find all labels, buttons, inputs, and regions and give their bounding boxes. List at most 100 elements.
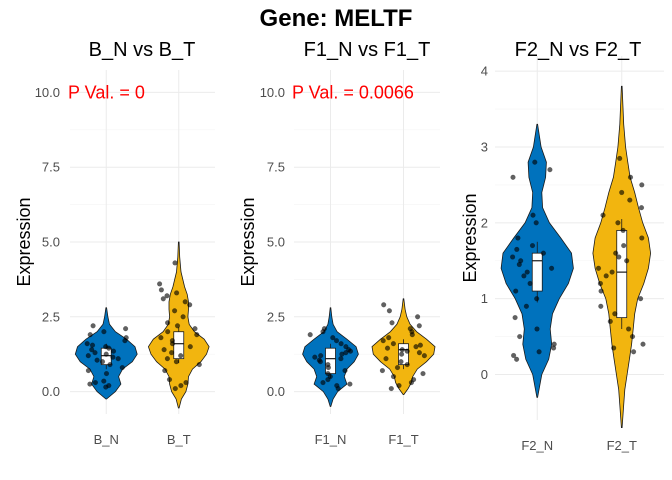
data-point [89,347,95,353]
box-iqr [531,252,543,292]
data-point [510,352,517,359]
data-point [607,318,613,325]
data-point [420,371,426,377]
y-tick-label: 7.5 [42,160,60,175]
y-tick-label: 10.0 [35,85,60,100]
data-point [85,368,92,374]
data-point [609,269,615,275]
data-point [390,374,397,380]
data-point [540,250,547,256]
data-point [533,220,539,226]
data-point [627,174,634,180]
data-point [548,265,555,271]
data-point [160,296,166,302]
data-point [629,334,636,340]
y-tick-label: 0 [481,367,488,382]
y-tick-label: 3 [481,140,488,155]
violin-F2_T [592,85,652,428]
data-point [178,353,184,359]
data-point [536,349,542,355]
data-point [321,326,328,332]
data-point [90,323,96,329]
data-point [165,320,171,326]
data-point [161,347,167,353]
data-point [101,378,107,384]
data-point [530,212,536,218]
panel-title: F1_N vs F1_T [304,39,431,61]
data-point [379,368,386,374]
data-point [386,335,392,341]
data-point [92,380,99,386]
data-point [330,335,336,341]
x-tick-label: B_N [94,432,119,447]
data-point [342,368,348,374]
data-point [404,362,410,368]
data-point [394,365,401,371]
violin-F2_N [500,123,574,398]
data-point [416,323,422,329]
data-point [521,273,527,279]
data-point [597,280,604,287]
data-point [325,371,331,377]
data-point [107,362,113,368]
data-point [510,174,516,180]
data-point [110,348,117,354]
y-tick-label: 2 [481,215,488,230]
data-point [620,227,626,234]
data-point [312,354,318,360]
data-point [389,320,395,326]
p-value-annotation: P Val. = 0.0066 [292,82,414,102]
data-point [411,377,417,383]
data-point [173,359,180,365]
data-point [89,342,96,348]
data-point [99,359,106,365]
data-point [640,341,646,347]
panel-1: 0.0 2.5 5.0 7.5 10.0 B_N vs B_T Expression P Va… [14,39,215,447]
data-point [514,246,520,253]
data-point [396,383,402,389]
data-point [158,335,164,341]
y-tick-label: 2.5 [42,309,60,324]
data-point [523,303,530,309]
data-point [617,155,623,162]
data-point [639,235,645,241]
data-point [174,323,181,329]
data-point [338,341,344,347]
data-point [417,342,424,348]
panel-title: F2_N vs F2_T [515,39,642,61]
data-point [187,302,193,308]
data-point [318,353,324,359]
y-tick-label: 1 [481,291,488,306]
data-point [598,288,604,294]
data-point [616,254,622,260]
y-tick-label: 4 [481,64,488,79]
data-point [384,345,391,351]
data-point [517,334,523,340]
data-point [415,314,421,320]
data-point [122,326,129,332]
data-point [94,357,100,363]
data-point [183,380,189,386]
data-point [192,326,198,332]
data-point [624,258,630,264]
x-tick-label: B_T [167,432,191,447]
data-point [621,243,627,249]
x-tick-label: F2_T [607,438,637,453]
data-point [383,356,389,362]
panel-3: 0 1 2 3 4 F2_N vs F2_T Expression F2_N F2_T [460,39,664,453]
data-point [196,362,202,368]
data-point [123,335,129,341]
data-point [307,332,313,338]
data-point [627,197,633,203]
data-point [404,348,410,354]
data-point [613,250,619,256]
data-point [119,365,125,371]
data-point [398,359,404,365]
data-point [87,332,93,338]
p-value-annotation: P Val. = 0 [68,82,145,102]
data-point [182,299,188,305]
data-point [178,383,184,389]
data-point [595,265,602,271]
